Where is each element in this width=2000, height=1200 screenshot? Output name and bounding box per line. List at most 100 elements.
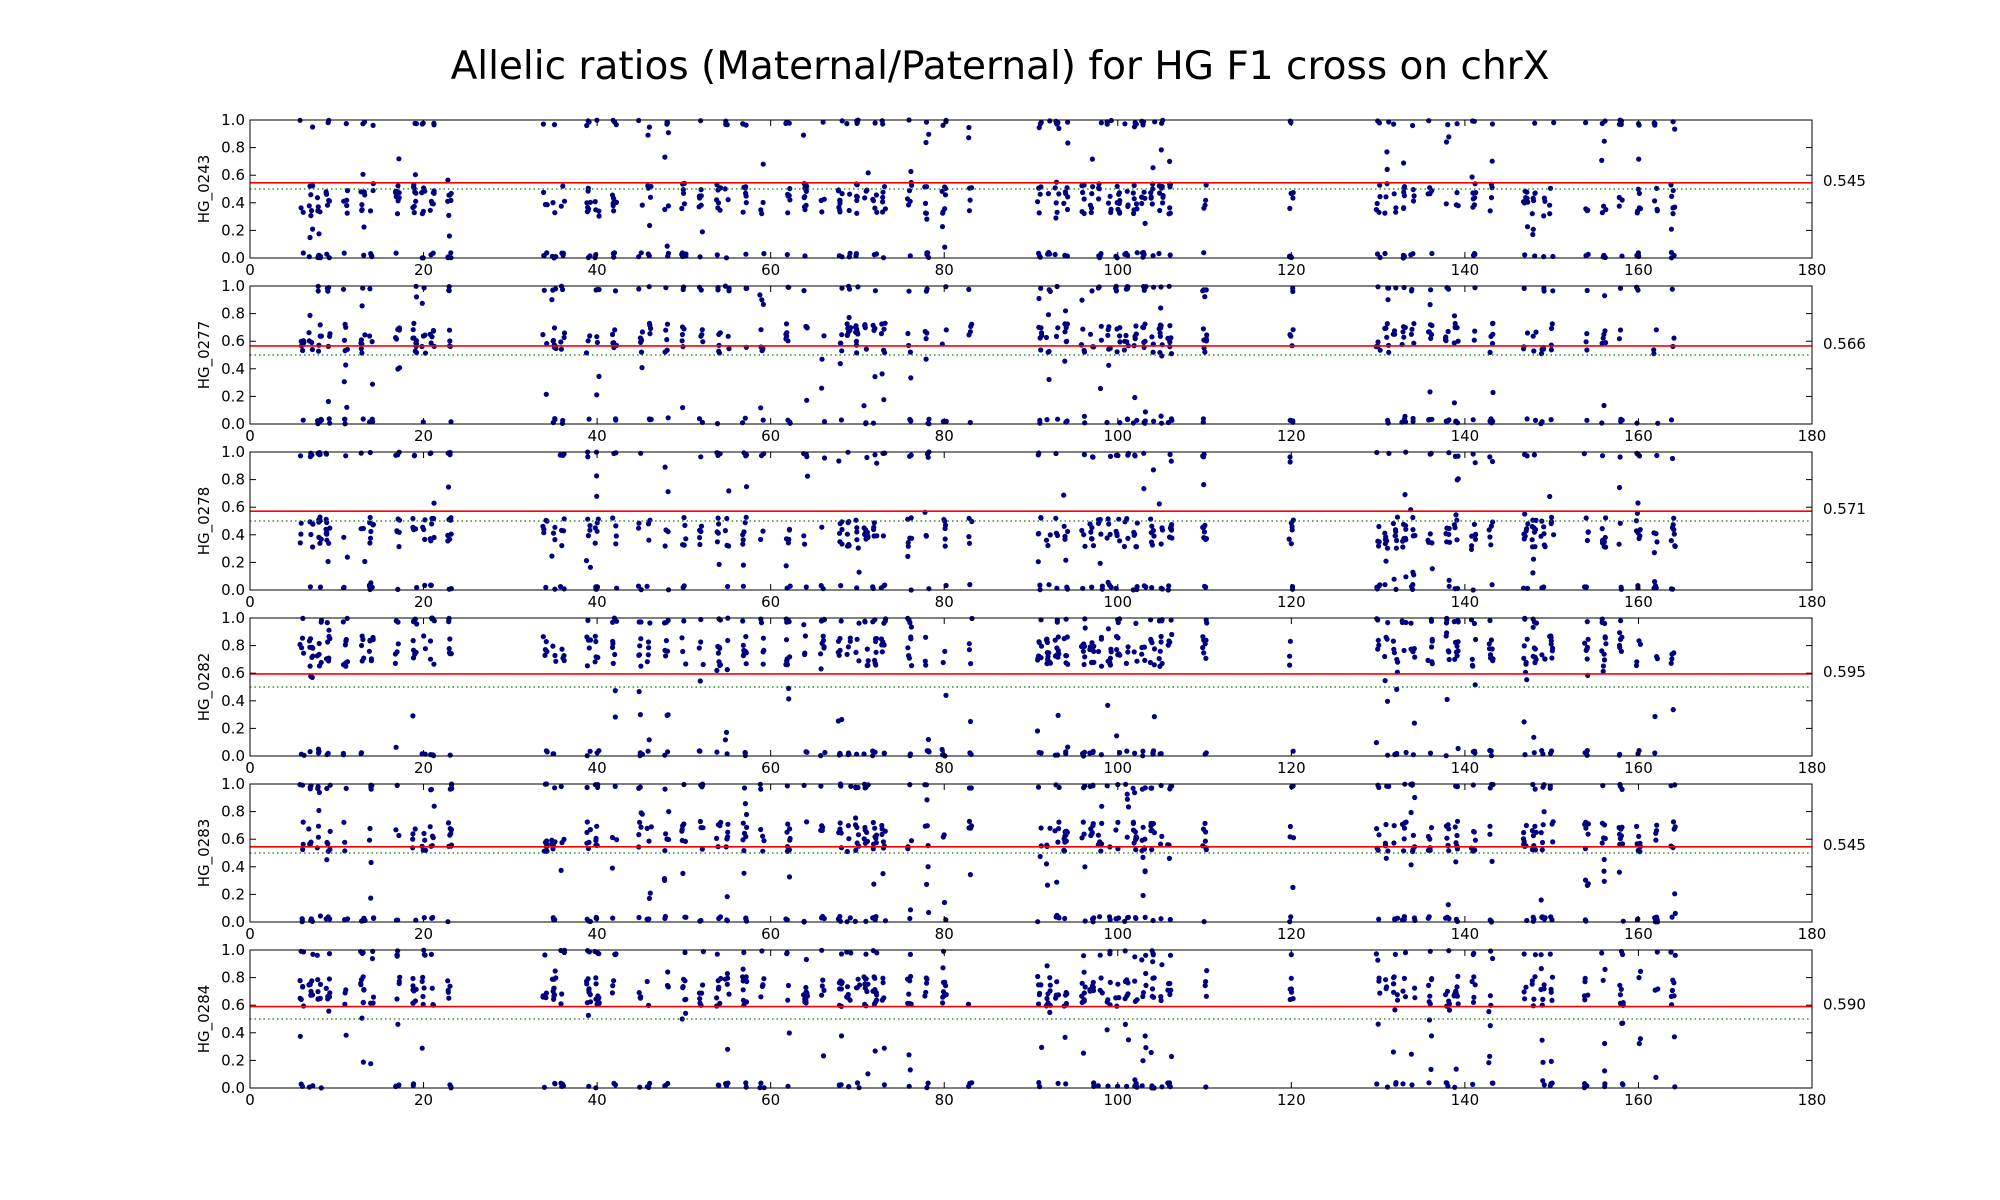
data-point xyxy=(1532,120,1538,126)
x-tick-label: 140 xyxy=(1451,1091,1480,1109)
data-point xyxy=(317,540,323,546)
data-point xyxy=(559,543,565,549)
data-point xyxy=(1548,417,1554,423)
data-point xyxy=(1150,165,1156,171)
data-point xyxy=(803,989,809,995)
data-point xyxy=(1530,195,1536,201)
data-point xyxy=(1672,543,1678,550)
data-point xyxy=(1131,649,1137,655)
data-point xyxy=(592,525,598,531)
data-point xyxy=(1400,329,1406,335)
data-point xyxy=(714,835,720,842)
data-point xyxy=(1288,975,1294,981)
data-point xyxy=(413,294,420,300)
data-point xyxy=(309,654,315,661)
data-point xyxy=(593,975,599,981)
data-point xyxy=(393,250,399,256)
data-point xyxy=(683,536,689,542)
data-point xyxy=(1393,205,1399,211)
points-group xyxy=(297,449,1678,593)
data-point xyxy=(1373,207,1379,213)
data-point xyxy=(1124,416,1131,422)
data-point xyxy=(724,971,731,977)
data-point xyxy=(1384,149,1390,155)
data-point xyxy=(924,748,930,754)
data-point xyxy=(1382,250,1388,257)
data-point xyxy=(411,453,417,459)
data-point xyxy=(307,519,313,525)
data-point xyxy=(743,193,749,199)
x-tick-label: 60 xyxy=(761,1091,780,1109)
data-point xyxy=(1654,539,1660,545)
data-point xyxy=(717,645,723,652)
data-point xyxy=(587,333,593,339)
data-point xyxy=(942,244,948,250)
data-point xyxy=(1399,618,1405,624)
data-point xyxy=(801,181,807,187)
data-point xyxy=(327,525,333,531)
data-point xyxy=(1201,287,1207,293)
data-point xyxy=(344,210,350,216)
data-point xyxy=(1523,822,1529,829)
data-point xyxy=(1654,822,1660,828)
data-point xyxy=(326,951,333,957)
data-point xyxy=(1549,974,1556,980)
data-point xyxy=(923,356,929,362)
data-point xyxy=(342,839,348,845)
data-point xyxy=(550,530,557,536)
data-point xyxy=(864,829,870,836)
data-point xyxy=(1618,618,1624,624)
data-point xyxy=(1090,988,1097,994)
data-point xyxy=(1668,993,1674,1000)
data-point xyxy=(1490,389,1496,396)
data-point xyxy=(1036,295,1042,302)
data-point xyxy=(909,663,915,669)
data-point xyxy=(1549,655,1555,661)
data-point xyxy=(760,982,766,988)
data-point xyxy=(1151,646,1158,652)
data-point xyxy=(1617,982,1623,988)
data-point xyxy=(696,416,703,422)
data-point xyxy=(1393,285,1399,291)
data-point xyxy=(1410,514,1416,521)
data-point xyxy=(306,826,312,832)
data-point xyxy=(1097,914,1103,920)
data-point xyxy=(1150,952,1156,958)
data-point xyxy=(1290,996,1296,1002)
data-point xyxy=(1065,661,1071,667)
data-point xyxy=(1602,966,1608,973)
data-point xyxy=(1530,333,1536,339)
data-point xyxy=(1391,121,1397,127)
data-point xyxy=(646,895,653,902)
data-point xyxy=(298,205,304,211)
data-point xyxy=(681,583,687,589)
data-point xyxy=(1532,417,1539,423)
data-point xyxy=(343,453,349,459)
data-point xyxy=(1384,636,1390,642)
data-point xyxy=(318,619,324,625)
data-point xyxy=(1654,206,1660,212)
data-point xyxy=(1487,454,1493,460)
data-point xyxy=(784,829,790,835)
data-point xyxy=(1394,656,1400,663)
data-point xyxy=(1408,331,1414,337)
data-point xyxy=(1123,250,1129,256)
data-point xyxy=(1453,202,1459,208)
data-point xyxy=(862,824,868,831)
data-point xyxy=(1035,973,1041,980)
data-point xyxy=(1141,324,1147,331)
data-point xyxy=(722,528,729,534)
data-point xyxy=(1618,986,1624,992)
data-point xyxy=(1538,830,1544,836)
data-point xyxy=(428,538,434,544)
data-point xyxy=(1453,649,1460,655)
data-point xyxy=(410,713,416,719)
y-tick-label: 0.8 xyxy=(221,969,245,987)
data-point xyxy=(1156,656,1162,662)
data-point xyxy=(1429,661,1435,667)
data-point xyxy=(612,1082,619,1088)
data-point xyxy=(647,620,653,626)
data-point xyxy=(1098,636,1104,642)
data-point xyxy=(966,641,972,647)
data-point xyxy=(1079,980,1085,986)
